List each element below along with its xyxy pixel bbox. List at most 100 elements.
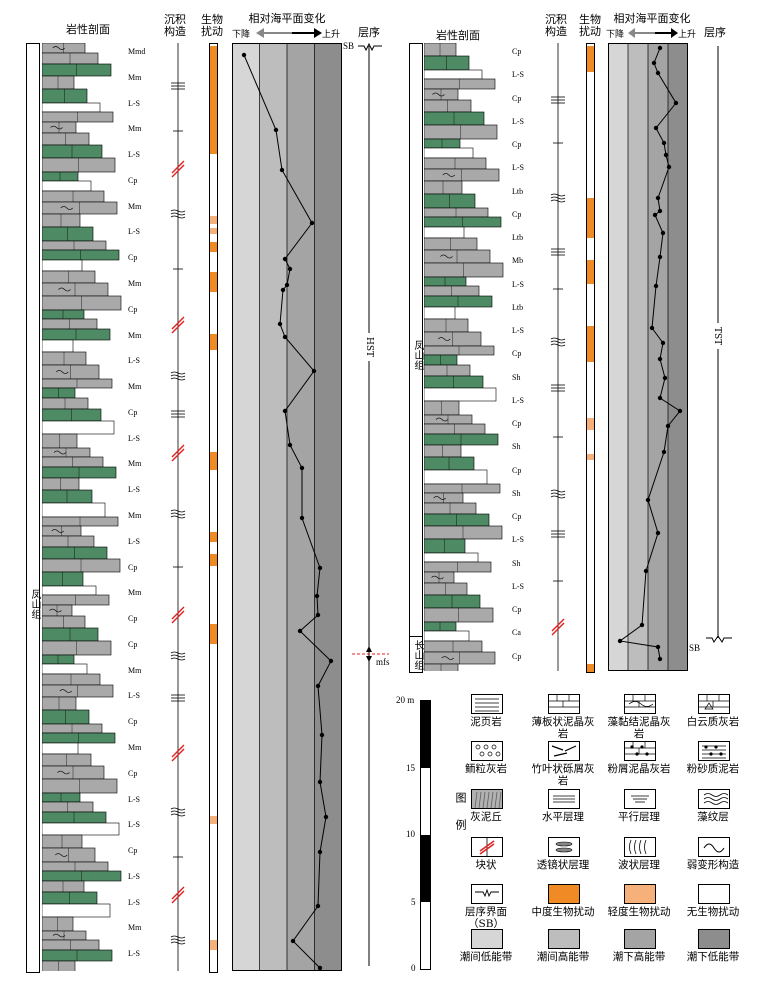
- algal-mark: [56, 370, 69, 374]
- bed: [42, 502, 106, 518]
- bioturbation-segment: [210, 46, 217, 154]
- rising-label-right: 上升: [678, 30, 697, 40]
- facies-label: L-S: [128, 691, 140, 701]
- hst-label: HST: [364, 333, 374, 362]
- sea-level-arrow-right: 下降 上升: [606, 25, 697, 40]
- scale-tick-20: 20 m: [396, 695, 415, 705]
- sea-level-point: [657, 656, 663, 662]
- sea-level-point: [665, 423, 671, 429]
- massive-mark: [479, 840, 495, 852]
- legend-title-text: 图例: [454, 792, 467, 846]
- algal-line: [628, 701, 654, 707]
- legend-swatch: [548, 884, 580, 904]
- wave-line: [703, 801, 729, 805]
- algal-mark: [438, 337, 451, 341]
- facies-label: Sh: [512, 488, 521, 498]
- sea-level-point: [287, 266, 293, 272]
- legend-label: 薄板状泥晶灰岩: [531, 716, 595, 740]
- header-structure-left: 沉积构造: [162, 14, 188, 38]
- legend-label: 泥页岩: [470, 716, 502, 728]
- sea-level-point: [287, 442, 293, 448]
- facies-label: Mm: [128, 382, 142, 392]
- sea-level-point: [655, 195, 661, 201]
- facies-label: Cp: [128, 846, 138, 856]
- facies-label: Cp: [128, 639, 138, 649]
- double-arrow-icon: [256, 28, 322, 38]
- algal-lamination-icon: [170, 935, 186, 939]
- algal-lamination-icon: [170, 657, 186, 661]
- scale-tick-10: 10: [406, 829, 415, 839]
- formation-bar-right: 凤山组 长山组: [409, 43, 423, 673]
- mfs-label-left: mfs: [376, 657, 390, 667]
- algal-mark: [49, 608, 62, 613]
- massive-icon: [171, 320, 185, 334]
- algal-mark: [59, 689, 72, 693]
- legend-swatch-icon: [553, 795, 575, 803]
- mound-line: [474, 791, 478, 809]
- legend-swatch: [624, 789, 656, 809]
- bioturbation-segment: [587, 326, 594, 362]
- header-bio-left: 生物扰动: [199, 14, 225, 38]
- header-bio-text: 生物扰动: [201, 13, 223, 38]
- legend-label: 无生物扰动: [686, 906, 740, 918]
- facies-label: Cp: [128, 407, 138, 417]
- bed: [424, 69, 483, 80]
- sea-level-point: [649, 325, 655, 331]
- algal-mark: [442, 173, 455, 177]
- wavy-line: [629, 839, 632, 855]
- algal-lamination-icon: [550, 199, 566, 203]
- legend-swatch: [548, 929, 580, 949]
- algal-lamination-icon: [170, 813, 186, 817]
- legend-swatch: [471, 694, 503, 714]
- ooid: [491, 744, 497, 750]
- legend-swatch: [548, 741, 580, 761]
- legend-swatch: [471, 789, 503, 809]
- scale-tick-5: 5: [411, 897, 416, 907]
- legend-swatch-icon: [702, 745, 726, 759]
- lens: [555, 841, 573, 847]
- wavy-line: [634, 839, 637, 855]
- sea-level-line: [243, 54, 332, 969]
- tst-label: TST: [712, 323, 722, 350]
- header-sealevel-left: 相对海平面变化: [248, 12, 326, 25]
- facies-label: Mb: [512, 256, 524, 266]
- sea-level-point: [666, 164, 672, 170]
- algal-lamination-icon: [550, 193, 566, 197]
- sea-level-curve-left: [232, 43, 342, 971]
- lithology-column-right: [424, 43, 504, 671]
- dot: [719, 752, 723, 756]
- formation-divider: [410, 636, 422, 637]
- legend-swatch: [471, 929, 503, 949]
- scale-segment-2: [421, 768, 430, 835]
- legend-label: 粉屑泥晶灰岩: [607, 763, 671, 775]
- zone-band: [232, 43, 260, 971]
- legend-label: 藻黏结泥晶灰岩: [607, 716, 671, 740]
- legend-swatch-icon: [699, 695, 729, 710]
- facies-label: Ltb: [512, 233, 524, 243]
- zone-band: [608, 43, 628, 671]
- facies-label: L-S: [128, 227, 140, 237]
- ooid: [479, 751, 485, 757]
- sea-level-point: [655, 530, 661, 536]
- facies-label: L-S: [512, 163, 524, 173]
- zone-band: [314, 43, 342, 971]
- formation-label-right-lower: 长山组: [412, 640, 423, 670]
- bed: [42, 339, 74, 353]
- dot: [704, 745, 708, 749]
- algal-lamination-icon: [170, 215, 186, 219]
- mound-line: [478, 791, 482, 809]
- bioturbation-segment: [210, 228, 217, 234]
- legend-swatch: [698, 837, 730, 857]
- algal-mark: [60, 206, 73, 210]
- facies-label: Cp: [128, 175, 138, 185]
- algal-mark: [52, 46, 65, 50]
- legend: 泥页岩 薄板状泥晶灰岩 藻黏结泥晶灰岩 白云质灰岩 鲕粒灰岩 竹叶状砾屑灰岩 粉屑泥晶灰岩 粉…: [456, 694, 766, 979]
- facies-label: L-S: [128, 433, 140, 443]
- facies-label: Cp: [128, 253, 138, 263]
- sea-level-point: [317, 849, 323, 855]
- ooid: [475, 744, 481, 750]
- mound-line: [494, 791, 498, 809]
- massive-icon: [171, 160, 185, 174]
- algal-lamination-icon: [170, 810, 186, 814]
- sea-level-point: [657, 208, 663, 214]
